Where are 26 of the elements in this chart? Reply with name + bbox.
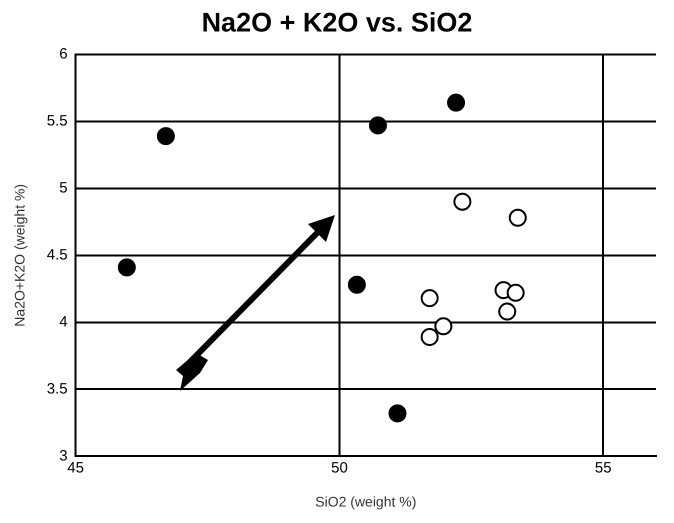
point (434, 317, 452, 336)
y-tick-label: 4.5 (46, 246, 68, 264)
y-tick-label: 3.5 (46, 380, 68, 398)
point (118, 258, 136, 276)
point (447, 94, 466, 112)
y-tick-label: 5 (59, 179, 68, 196)
y-tick-label: 5.5 (46, 112, 68, 130)
x-tick-label: 55 (594, 459, 612, 476)
point (348, 276, 366, 294)
x-tick-label: 50 (331, 459, 348, 476)
y-tick-label: 4 (59, 313, 68, 330)
y-tick-label: 3 (59, 447, 68, 464)
y-axis-title: Na2O+K2O (weight %) (11, 184, 28, 327)
point (156, 127, 175, 146)
point (453, 192, 472, 211)
point (506, 284, 525, 302)
y-tick-label: 6 (59, 46, 68, 63)
point (420, 289, 439, 308)
chart-title: Na2O + K2O vs. SiO2 (202, 8, 472, 38)
x-axis-title: SiO2 (weight %) (315, 493, 416, 510)
point (368, 116, 387, 134)
point (420, 328, 439, 346)
point (498, 302, 516, 321)
x-tick-label: 45 (67, 459, 84, 476)
point (388, 404, 406, 422)
point (508, 208, 527, 227)
